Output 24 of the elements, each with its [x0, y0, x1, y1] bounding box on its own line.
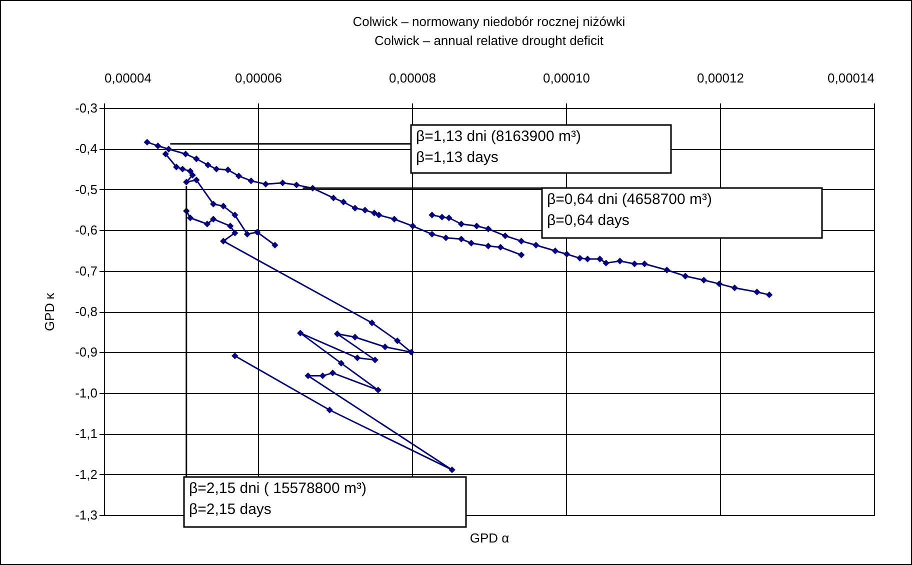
annotation: β=1,13 dni (8163900 m³) β=1,13 days [416, 128, 581, 166]
x-axis-title: GPD α [470, 530, 510, 546]
y-tick-label: -0,7 [75, 263, 98, 278]
y-axis-title: GPD κ [42, 292, 58, 332]
y-tick-label: -0,9 [75, 344, 98, 360]
chart-subtitle: Colwick – annual relative drought deficit [374, 33, 604, 48]
x-tick-label: 0,00006 [235, 70, 282, 86]
x-tick-label: 0,00008 [389, 70, 436, 86]
x-tick-label: 0,00014 [828, 70, 874, 86]
annotation: β=2,15 dni ( 15578800 m³) β=2,15 days [189, 480, 366, 518]
y-tick-label: -0,6 [75, 222, 98, 238]
y-tick-label: -1,2 [75, 466, 98, 482]
y-tick-label: -1,3 [75, 508, 98, 522]
x-tick-label: 0,00004 [104, 70, 152, 86]
y-tick-label: -0,4 [75, 141, 98, 156]
x-tick-label: 0,00010 [543, 70, 590, 86]
x-tick-label: 0,00012 [697, 70, 744, 86]
y-tick-label: -1,0 [75, 385, 98, 400]
y-tick-label: -0,3 [75, 100, 98, 116]
chart-title: Colwick – normowany niedobór rocznej niżówki [352, 14, 626, 29]
y-tick-label: -1,1 [75, 426, 98, 442]
y-tick-label: -0,8 [75, 304, 98, 319]
y-tick-label: -0,5 [75, 182, 98, 197]
annotation: β=0,64 dni (4658700 m³) β=0,64 days [547, 191, 712, 229]
